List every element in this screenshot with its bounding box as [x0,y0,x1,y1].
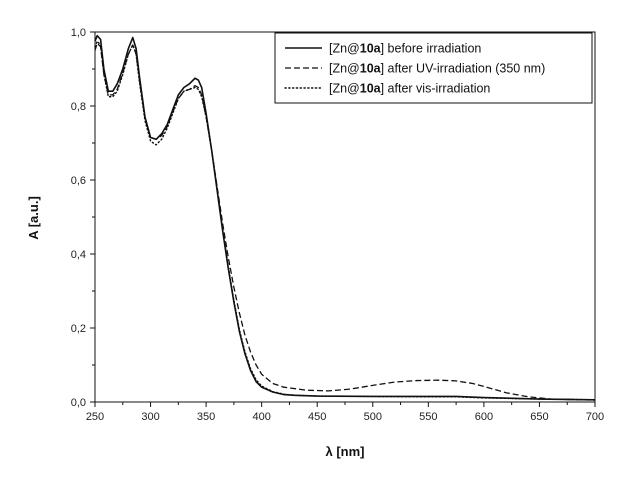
legend: [Zn@10a] before irradiation[Zn@10a] afte… [274,32,593,104]
legend-label: [Zn@10a] after UV-irradiation (350 nm) [329,62,545,76]
y-tick-label: 0,0 [71,397,86,409]
y-axis-title: A [a.u.] [26,196,41,240]
legend-box [274,32,593,104]
legend-label-compound: 10a [360,42,382,56]
x-tick-label: 250 [86,411,104,423]
series-line-dotted [94,40,596,401]
y-axis: 0,0 0,2 0,4 0,6 0,8 1,0 [71,27,95,409]
legend-label-prefix: [Zn@ [329,62,360,76]
x-tick-label: 500 [364,411,382,423]
x-tick-label: 650 [530,411,548,423]
legend-label-prefix: [Zn@ [329,82,360,96]
x-axis: 250 300 350 400 450 500 550 600 650 700 [86,402,604,423]
legend-label-compound: 10a [360,62,382,76]
x-tick-label: 300 [141,411,159,423]
legend-label-compound: 10a [360,82,382,96]
x-tick-label: 450 [308,411,326,423]
y-tick-label: 0,4 [71,249,86,261]
legend-label-suffix: ] after vis-irradiation [381,82,491,96]
x-tick-label: 400 [252,411,270,423]
legend-label-suffix: ] after UV-irradiation (350 nm) [381,62,546,76]
legend-label-prefix: [Zn@ [329,42,360,56]
x-tick-label: 700 [586,411,604,423]
y-tick-label: 0,2 [71,323,86,335]
x-tick-label: 550 [419,411,437,423]
x-tick-label: 600 [475,411,493,423]
x-axis-title: λ [nm] [326,444,365,459]
series-line-dashed [94,42,596,401]
legend-label: [Zn@10a] before irradiation [329,42,481,56]
series-layer [94,34,596,401]
y-tick-label: 1,0 [71,27,86,39]
legend-label: [Zn@10a] after vis-irradiation [329,82,490,96]
y-tick-label: 0,8 [71,101,86,113]
legend-label-suffix: ] before irradiation [381,42,482,56]
x-tick-label: 350 [197,411,215,423]
y-tick-label: 0,6 [71,175,86,187]
